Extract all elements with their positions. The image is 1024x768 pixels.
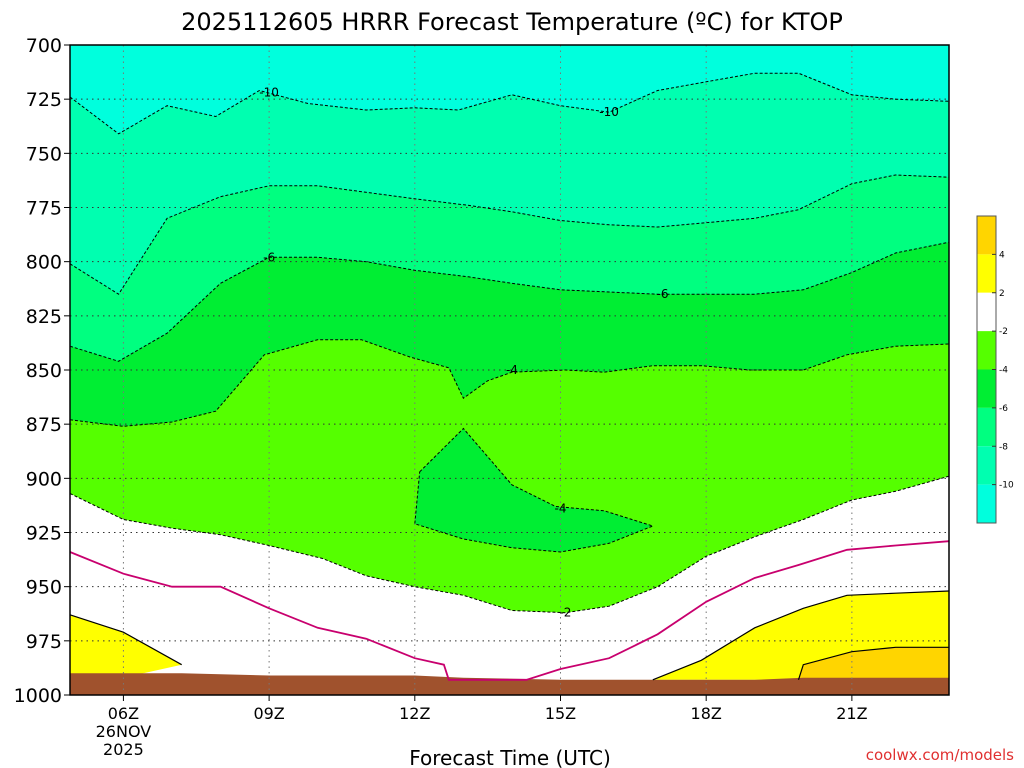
colorbar-swatch [977, 484, 996, 523]
colorbar-tick-label: -4 [999, 366, 1008, 376]
colorbar-tick-label: -2 [999, 327, 1008, 337]
colorbar-tick-label: 2 [999, 289, 1005, 299]
contour-label: -6 [656, 287, 668, 301]
y-tick-label: 850 [26, 360, 62, 382]
fill-2-to-4-left [70, 614, 182, 678]
colorbar-swatch [977, 292, 996, 332]
fill-above-4-right [798, 647, 949, 680]
colorbar-tick-label: -8 [999, 442, 1008, 452]
isotherm-minus4-line [69, 339, 950, 427]
isotherm-0-line [69, 540, 950, 681]
chart-title: 2025112605 HRRR Forecast Temperature (ºC… [181, 8, 843, 36]
colorbar-swatch [977, 407, 996, 447]
isotherm-minus10-line [69, 72, 950, 135]
y-tick-label: 1000 [14, 685, 62, 707]
y-axis: 700 725 750 775 800 825 850 875 900 925 950 975 1000 [14, 35, 70, 707]
ground-layer [70, 673, 949, 695]
y-tick-label: 800 [26, 252, 62, 274]
y-tick-label: 950 [26, 577, 62, 599]
x-tick-date-label: 26NOV [96, 722, 152, 741]
isotherm-minus2-line [69, 475, 950, 614]
contour-labels: -10 -10 -6 -6 -4 -4 -2 [259, 86, 668, 620]
fill-above-minus2 [70, 476, 949, 695]
x-tick-label: 21Z [836, 704, 867, 723]
temperature-fills [70, 45, 949, 695]
isotherm-minus6-line [69, 241, 950, 362]
x-tick-label: 12Z [399, 704, 430, 723]
contour-label: -4 [555, 502, 567, 516]
colorbar-tick-label: -6 [999, 404, 1008, 414]
credit-text: coolwx.com/models [866, 746, 1014, 764]
colorbar-swatch [977, 331, 996, 370]
x-tick-label: 09Z [253, 704, 284, 723]
isotherm-minus8-line [69, 174, 950, 295]
contour-label: -2 [559, 606, 571, 620]
contour-label: -4 [506, 363, 518, 377]
isotherm-2-right-line [652, 590, 950, 681]
contour-label: -6 [263, 250, 275, 264]
colorbar-tick-label: -10 [999, 481, 1014, 491]
isotherm-2-left-line [69, 614, 182, 666]
contour-label: -10 [599, 105, 619, 119]
contour-label: -10 [259, 86, 279, 100]
ground-fill [70, 673, 949, 695]
fill-minus4-island [414, 428, 653, 552]
y-tick-label: 825 [26, 306, 62, 328]
x-tick-year-label: 2025 [103, 740, 144, 759]
colorbar-swatch [977, 216, 996, 255]
y-tick-label: 700 [26, 35, 62, 57]
isotherm-minus4-island-line [414, 427, 655, 553]
y-tick-label: 925 [26, 523, 62, 545]
colorbar-swatch [977, 446, 996, 485]
y-tick-label: 875 [26, 414, 62, 436]
y-tick-label: 750 [26, 143, 62, 165]
x-tick-label: 18Z [691, 704, 722, 723]
colorbar-tick-label: 4 [999, 250, 1005, 260]
colorbar: 4 2 -2 -4 -6 -8 -10 [976, 215, 1014, 524]
y-tick-label: 975 [26, 631, 62, 653]
isotherm-4-right-line [797, 646, 949, 680]
x-axis-label: Forecast Time (UTC) [409, 746, 611, 768]
y-tick-label: 900 [26, 468, 62, 490]
y-tick-label: 775 [26, 198, 62, 220]
y-tick-label: 725 [26, 89, 62, 111]
colorbar-swatch [977, 369, 996, 408]
colorbar-swatch [977, 254, 996, 293]
x-tick-label: 06Z [108, 704, 139, 723]
isotherm-lines [69, 72, 950, 681]
x-tick-label: 15Z [545, 704, 576, 723]
